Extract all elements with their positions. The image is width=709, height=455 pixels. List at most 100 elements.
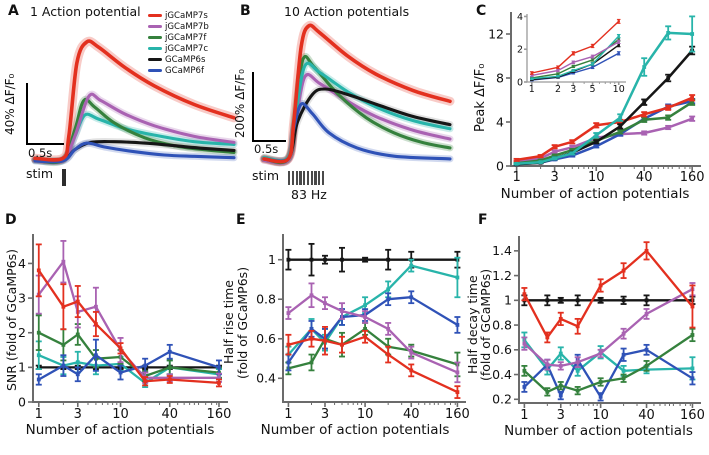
panel-e-ylabel-line2: (fold of GCaMP6s)	[235, 266, 250, 379]
y-tick-label: 4	[496, 114, 504, 129]
panel-b: B 10 Action potentials 200% ΔF/F₀ 0.5s s…	[233, 0, 466, 210]
panel-e-letter: E	[236, 212, 246, 228]
x-tick-label: 2	[555, 84, 561, 95]
x-tick-label: 1	[35, 407, 43, 422]
series-jGCaMP7f	[521, 327, 696, 397]
series-GCaMP6f	[35, 338, 222, 386]
y-tick-label: 2	[517, 45, 523, 56]
stim-tick	[299, 171, 302, 185]
stim-tick	[314, 171, 317, 185]
y-tick-label: 0.6	[492, 342, 512, 357]
legend-swatch-jGCaMP7s	[148, 13, 162, 18]
series-jGCaMP7b	[285, 282, 461, 384]
panel-f-xlabel: Number of action potentials	[504, 423, 693, 439]
trace-jGCaMP7s	[262, 23, 452, 164]
x-tick-label: 40	[636, 170, 653, 185]
legend-item: jGCaMP7c	[148, 43, 209, 54]
panel-b-scalebar	[252, 72, 286, 142]
x-tick-label: 160	[680, 170, 705, 185]
panel-b-yaxis-scale-label: 200% ΔF/F₀	[233, 69, 247, 139]
series-jGCaMP7s	[285, 325, 461, 399]
panel-d: 1 3 10 40 160 0 1 2 3 4 D SNR (fold of GCaMP6s) N…	[0, 210, 236, 455]
panel-d-letter: D	[5, 212, 17, 228]
x-tick-label: 3	[74, 407, 82, 422]
y-tick-label: 0.4	[492, 367, 512, 382]
y-tick-label: 1	[504, 293, 512, 308]
legend-item: jGCaMP7s	[148, 10, 209, 21]
panel-e: 1 3 10 40 160 0.4 0.6 0.8 1 E Half rise time (fo…	[221, 210, 470, 455]
legend-swatch-jGCaMP7f	[148, 35, 162, 40]
stim-tick	[295, 171, 298, 185]
legend-label: jGCaMP7s	[165, 10, 208, 21]
panel-e-xlabel: Number of action potentials	[260, 422, 450, 438]
x-tick-label: 1	[284, 407, 292, 422]
legend-swatch-GCaMP6f	[148, 68, 162, 73]
y-tick-label: 1.2	[492, 268, 512, 283]
axis-spines	[282, 234, 466, 403]
y-tick-label: 0.8	[256, 292, 276, 307]
panel-e-ylabel-line1: Half rise time	[221, 280, 236, 365]
x-tick-label: 3	[570, 84, 576, 95]
stim-tick	[322, 171, 325, 185]
panel-c: 1 3 10 40 160 0 4 8 12 1 2 3 5 10 0 2 4 C Peak ΔF/F₀ Num…	[466, 0, 709, 210]
x-tick-label: 160	[445, 407, 470, 422]
panel-a-timescale-label: 0.5s	[28, 146, 53, 160]
legend-item: jGCaMP7f	[148, 32, 209, 43]
x-tick-label: 3	[550, 170, 558, 185]
series-jGCaMP7b	[530, 39, 621, 77]
x-tick-label: 160	[680, 408, 705, 423]
legend-item: GCaMP6f	[148, 65, 209, 76]
panel-d-ylabel: SNR (fold of GCaMP6s)	[4, 249, 19, 392]
y-tick-label: 4	[18, 256, 26, 271]
trace-jGCaMP7s	[33, 39, 236, 162]
series-jGCaMP7s	[35, 243, 222, 388]
x-tick-label: 1	[512, 170, 520, 185]
panel-e-canvas: 1 3 10 40 160 0.4 0.6 0.8 1	[256, 234, 470, 422]
legend-swatch-GCaMP6s	[148, 57, 162, 62]
panel-b-canvas	[259, 20, 455, 167]
legend-label: GCaMP6s	[165, 54, 206, 65]
x-tick-label: 10	[592, 408, 609, 423]
y-tick-label: 0.8	[492, 317, 512, 332]
x-tick-label: 1	[529, 84, 535, 95]
panel-a-yaxis-scale-label: 40% ΔF/F₀	[3, 73, 17, 135]
stim-tick	[306, 171, 310, 185]
x-tick-label: 40	[638, 408, 655, 423]
panel-b-title: 10 Action potentials	[284, 4, 410, 19]
x-tick-label: 10	[588, 170, 605, 185]
y-tick-label: 1	[18, 360, 26, 375]
panel-f-canvas: 1 3 10 40 160 0.2 0.4 0.6 0.8 1 1.2 1.4	[492, 236, 705, 423]
traces-A	[30, 36, 239, 167]
y-tick-label: 12	[488, 26, 504, 41]
panel-a-scalebar	[26, 83, 64, 145]
plot-F: 1 3 10 40 160 0.2 0.4 0.6 0.8 1 1.2 1.4	[492, 236, 705, 423]
axis-spines	[510, 12, 701, 167]
x-tick-label: 40	[161, 407, 178, 422]
plot-E: 1 3 10 40 160 0.4 0.6 0.8 1	[256, 234, 470, 422]
panel-b-frequency-label: 83 Hz	[291, 187, 327, 202]
legend-label: jGCaMP7c	[165, 43, 209, 54]
panel-c-letter: C	[476, 3, 487, 19]
x-tick-label: 10	[357, 407, 374, 422]
panel-f: 1 3 10 40 160 0.2 0.4 0.6 0.8 1 1.2 1.4 F Half deca…	[465, 210, 709, 455]
y-tick-label: 0.6	[256, 331, 276, 346]
y-tick-label: 0	[496, 158, 504, 173]
x-tick-label: 160	[207, 407, 232, 422]
legend: jGCaMP7s jGCaMP7b jGCaMP7f jGCaMP7c GCaMP6s G…	[148, 10, 209, 76]
x-tick-label: 5	[590, 84, 596, 95]
stim-tick	[310, 171, 313, 185]
y-tick-label: 8	[496, 70, 504, 85]
axis-spines	[518, 236, 701, 404]
traces-B	[259, 20, 455, 167]
x-tick-label: 1	[520, 408, 528, 423]
y-tick-label: 1	[268, 252, 276, 267]
panel-b-timescale-label: 0.5s	[254, 142, 279, 156]
stim-tick	[288, 171, 291, 185]
x-tick-label: 3	[321, 407, 329, 422]
x-tick-label: 10	[112, 407, 129, 422]
legend-label: jGCaMP7b	[165, 21, 209, 32]
